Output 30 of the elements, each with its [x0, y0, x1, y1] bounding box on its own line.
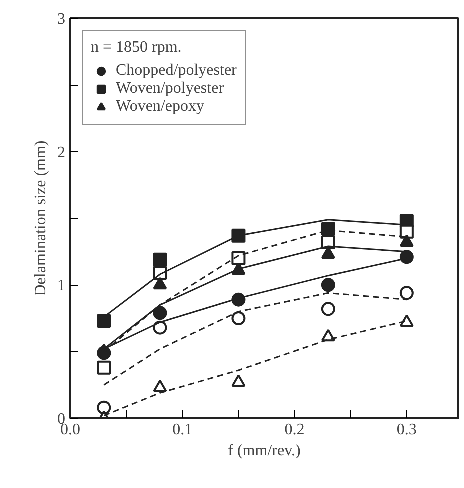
y-tick-label: 1 — [58, 278, 66, 295]
point — [97, 400, 112, 415]
y-axis-title: Delamination size (mm) — [32, 140, 50, 296]
y-tick-label: 3 — [58, 11, 66, 28]
legend-title: n = 1850 rpm. — [91, 39, 183, 57]
point — [153, 306, 168, 320]
point — [97, 360, 112, 375]
x-tick-label: 0.3 — [396, 422, 417, 438]
y-tick-label: 2 — [58, 144, 66, 162]
point — [153, 380, 168, 392]
point — [97, 314, 112, 328]
point — [97, 344, 112, 356]
point — [321, 278, 336, 292]
point — [321, 222, 336, 236]
x-tick-label: 0.1 — [172, 422, 193, 438]
point — [321, 329, 336, 342]
point — [400, 250, 414, 264]
point — [400, 314, 414, 327]
point — [153, 277, 168, 290]
legend-label: Woven/polyester — [116, 80, 224, 98]
x-tick-label: 0.2 — [284, 422, 305, 438]
point — [400, 286, 414, 300]
point — [321, 302, 336, 316]
point — [232, 312, 246, 326]
legend-label: Woven/epoxy — [116, 98, 204, 116]
point — [153, 252, 168, 267]
legend-label: Chopped/polyester — [116, 62, 237, 80]
point — [153, 320, 168, 335]
point — [232, 374, 246, 387]
x-axis-title: f (mm/rev.) — [228, 442, 301, 460]
